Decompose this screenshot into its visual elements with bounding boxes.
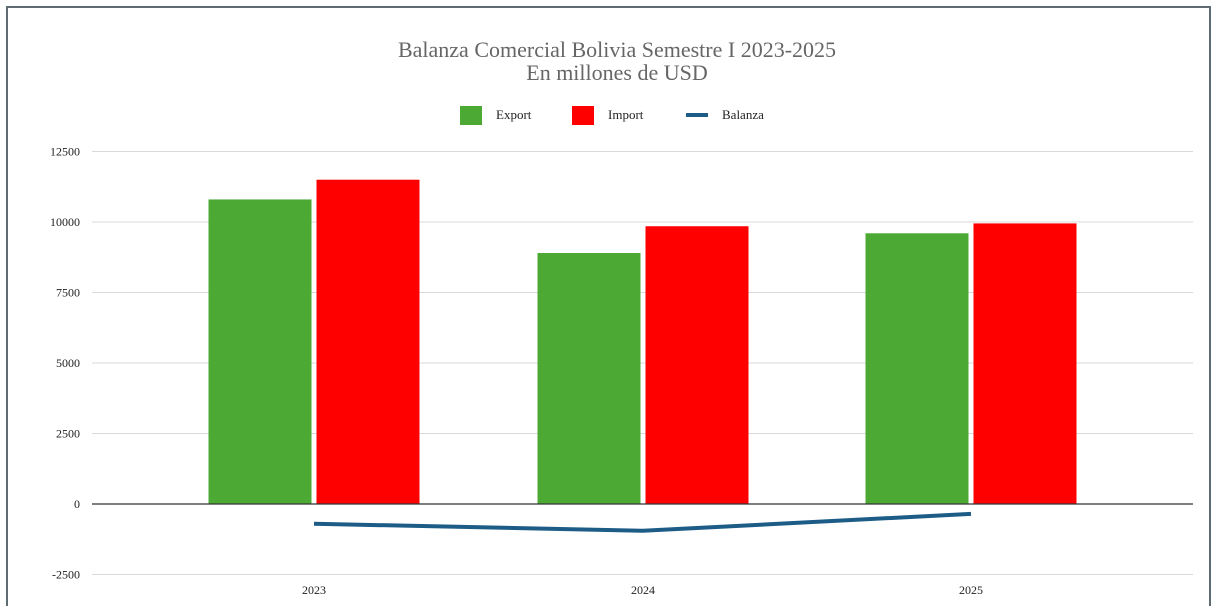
x-tick-label: 2024 <box>631 583 655 597</box>
balanza-line <box>313 511 972 533</box>
bar-import-2025 <box>973 223 1077 504</box>
y-axis-ticks: 12500 10000 7500 5000 2500 0 -2500 <box>50 145 80 582</box>
y-tick-label: 7500 <box>56 286 80 300</box>
legend-swatch-import <box>572 106 594 125</box>
x-axis-ticks: 2023 2024 2025 <box>302 583 983 597</box>
bar-import-2024 <box>645 226 749 505</box>
y-tick-label: -2500 <box>52 568 80 582</box>
chart-title: Balanza Comercial Bolivia Semestre I 202… <box>398 37 836 62</box>
bar-export-2023 <box>208 199 312 504</box>
bar-export-2024 <box>537 253 641 504</box>
bar-export-2025 <box>865 233 969 504</box>
legend-label-import: Import <box>608 107 644 122</box>
chart-subtitle: En millones de USD <box>526 60 708 85</box>
legend: Export Import Balanza <box>460 106 764 125</box>
y-tick-label: 0 <box>74 497 80 511</box>
y-tick-label: 5000 <box>56 356 80 370</box>
legend-swatch-export <box>460 106 482 125</box>
x-tick-label: 2025 <box>959 583 983 597</box>
y-tick-label: 12500 <box>50 145 80 159</box>
y-tick-label: 2500 <box>56 427 80 441</box>
bars <box>208 179 1077 505</box>
bar-import-2023 <box>316 179 420 504</box>
y-tick-label: 10000 <box>50 215 80 229</box>
x-tick-label: 2023 <box>302 583 326 597</box>
legend-label-balanza: Balanza <box>722 107 764 122</box>
legend-label-export: Export <box>496 107 532 122</box>
line-balanza <box>313 511 972 533</box>
